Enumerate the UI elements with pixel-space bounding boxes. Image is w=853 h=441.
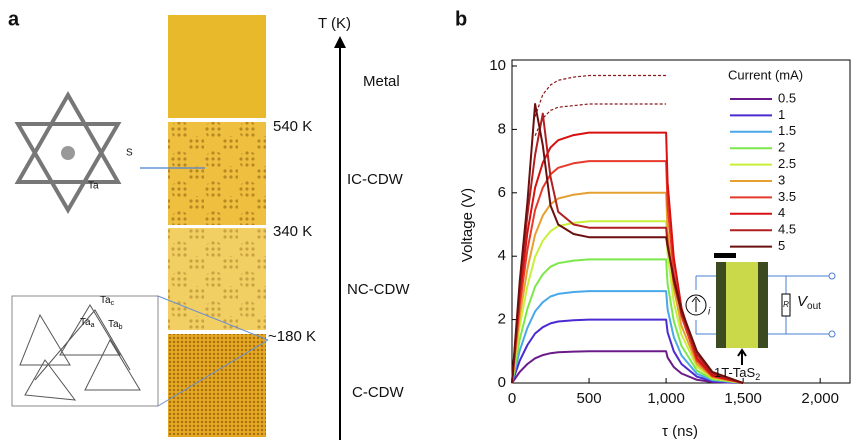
y-axis-label: Voltage (V) bbox=[459, 188, 476, 262]
series-line bbox=[511, 103, 744, 384]
lattice bbox=[19, 304, 141, 401]
terminal bbox=[828, 272, 836, 280]
legend-label: 1 bbox=[778, 107, 785, 122]
scale-bar bbox=[714, 253, 736, 258]
x-tick-label: 500 bbox=[577, 390, 602, 407]
atom bbox=[61, 146, 75, 160]
atom-label: Ta bbox=[88, 181, 99, 192]
legend-label: 2 bbox=[778, 140, 785, 155]
series-line bbox=[511, 290, 744, 384]
series-line bbox=[511, 318, 744, 384]
lattice-label: Tac bbox=[100, 295, 115, 307]
x-tick-label: 2,000 bbox=[801, 390, 839, 407]
phase-label: IC-CDW bbox=[347, 171, 404, 188]
pointer-arrow bbox=[737, 348, 747, 365]
legend-label: 4 bbox=[778, 205, 785, 220]
lattice-box bbox=[11, 295, 159, 407]
y-tick-label: 4 bbox=[498, 247, 506, 264]
lattice-label: Taa bbox=[80, 317, 95, 329]
temperature-label: 540 K bbox=[273, 118, 312, 135]
temperature-label: 340 K bbox=[273, 223, 312, 240]
series-line bbox=[511, 350, 744, 384]
zoom-lines bbox=[157, 295, 269, 407]
phase-label: C-CDW bbox=[352, 384, 404, 401]
phase-label: Metal bbox=[363, 73, 400, 90]
sample-label: 1T-TaS2 bbox=[714, 365, 760, 382]
resistor bbox=[781, 293, 791, 317]
voltage-label: Vout bbox=[797, 293, 821, 312]
nc-cdw-pattern bbox=[168, 228, 266, 330]
inset: i R Vout 1T-TaS2 bbox=[685, 253, 836, 382]
x-axis-label: τ (ns) bbox=[662, 423, 698, 440]
y-tick-label: 2 bbox=[498, 311, 506, 328]
series-line bbox=[511, 258, 744, 384]
contact bbox=[716, 262, 726, 348]
series-line bbox=[511, 160, 744, 384]
y-tick-label: 10 bbox=[489, 57, 506, 74]
axis-label: T (K) bbox=[318, 15, 351, 32]
ic-cdw-pattern bbox=[168, 122, 266, 225]
panel-label: a bbox=[8, 8, 20, 30]
y-tick-label: 8 bbox=[498, 120, 506, 137]
star-molecule bbox=[14, 90, 122, 214]
series-line bbox=[511, 191, 744, 384]
legend-label: 3.5 bbox=[778, 189, 796, 204]
legend-label: 1.5 bbox=[778, 123, 796, 138]
legend-label: 5 bbox=[778, 238, 785, 253]
y-tick-label: 0 bbox=[498, 374, 506, 391]
wires bbox=[695, 275, 830, 335]
terminal bbox=[828, 330, 836, 338]
series-line bbox=[511, 112, 744, 384]
resistor-label: R bbox=[783, 300, 789, 309]
x-tick-label: 1,000 bbox=[647, 390, 685, 407]
lattice-label: Tab bbox=[108, 319, 123, 331]
projection-line bbox=[534, 74, 667, 117]
panel-label: b bbox=[455, 8, 467, 30]
legend-label: 3 bbox=[778, 172, 785, 187]
source-arrow bbox=[691, 296, 701, 312]
x-tick-label: 1,500 bbox=[724, 390, 762, 407]
x-tick-label: 0 bbox=[508, 390, 516, 407]
legend-label: 0.5 bbox=[778, 90, 796, 105]
legend-label: 4.5 bbox=[778, 222, 796, 237]
temperature-label: ~180 K bbox=[268, 328, 316, 345]
contact bbox=[758, 262, 768, 348]
atom-label: S bbox=[126, 148, 133, 159]
series-line bbox=[511, 220, 744, 384]
projection-line bbox=[534, 103, 667, 136]
plot-frame bbox=[511, 59, 851, 384]
y-tick-label: 6 bbox=[498, 184, 506, 201]
legend-title: Current (mA) bbox=[728, 67, 803, 82]
phase-label: NC-CDW bbox=[347, 281, 410, 298]
source-label: i bbox=[708, 307, 711, 318]
metal-image bbox=[168, 15, 266, 118]
legend-label: 2.5 bbox=[778, 156, 796, 171]
axis-arrow bbox=[334, 36, 346, 48]
